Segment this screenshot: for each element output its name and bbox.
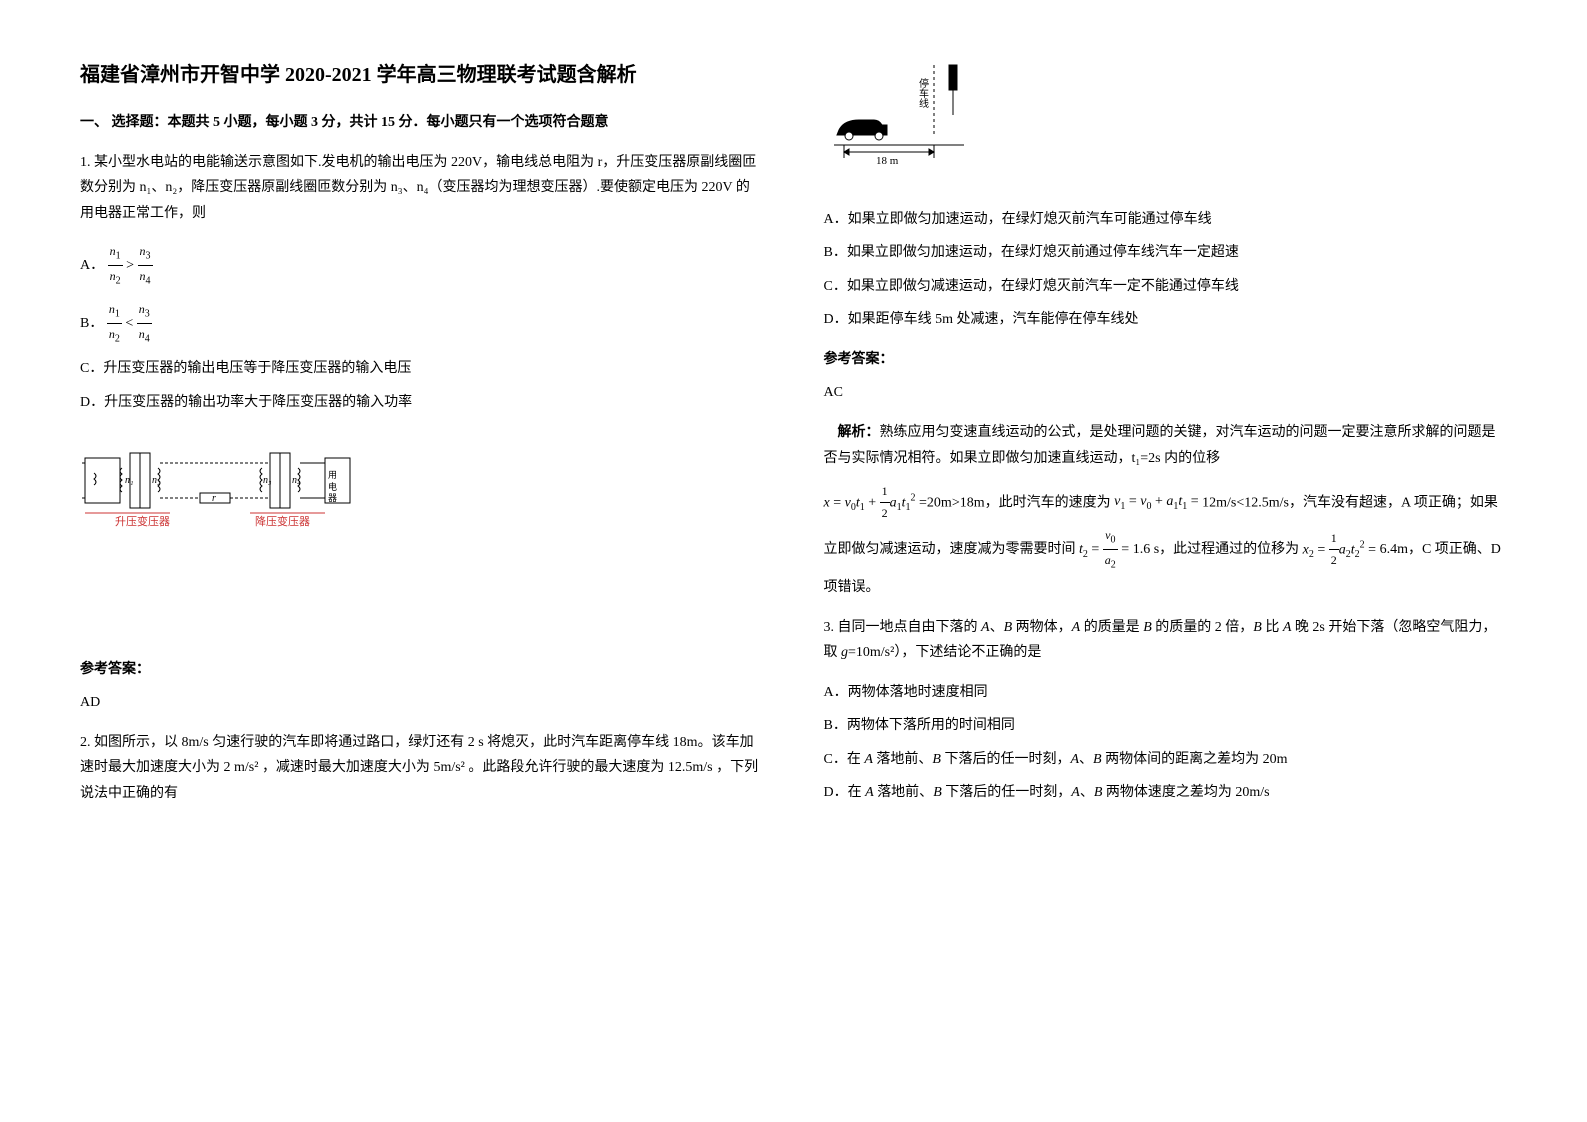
q2-stem-1: 2. 如图所示，以 xyxy=(80,735,178,750)
q1-answer: AD xyxy=(80,690,764,715)
exam-title: 福建省漳州市开智中学 2020-2021 学年高三物理联考试题含解析 xyxy=(80,60,764,90)
svg-text:n₃: n₃ xyxy=(263,475,272,486)
q2-option-c: C．如果立即做匀减速运动，在绿灯熄灭前汽车一定不能通过停车线 xyxy=(824,274,1508,299)
q3d-3: 下落后的任一时刻， xyxy=(942,785,1072,800)
q3c-1: C．在 xyxy=(824,752,865,767)
analysis-formula-block: x = v0t1 + 12a1t12 =20m>18m，此时汽车的速度为 v1 … xyxy=(824,481,1508,600)
svg-text:n₁: n₁ xyxy=(125,475,133,486)
fraction-n3-n4: n3n4 xyxy=(138,241,153,291)
q2-stem-4: 。此路段允许行驶的最大速度为 xyxy=(468,760,664,775)
q3-s8: =10m/s²），下述结论不正确的是 xyxy=(848,645,1041,660)
question-1: 1. 某小型水电站的电能输送示意图如下.发电机的输出电压为 220V，输电线总电… xyxy=(80,150,764,226)
q3-option-d: D．在 A 落地前、B 下落后的任一时刻，A、B 两物体速度之差均为 20m/s xyxy=(824,780,1508,805)
svg-text:n₂: n₂ xyxy=(152,475,161,486)
transformer-right-label: 降压变压器 xyxy=(255,514,310,528)
q2-answer: AC xyxy=(824,380,1508,405)
q1-option-b: B． n1n2 < n3n4 xyxy=(80,299,764,349)
q3-s1: 3. 自同一地点自由下落的 xyxy=(824,620,982,635)
q2-stem-vmax: 12.5m/s xyxy=(668,760,713,775)
q3d-5: 两物体速度之差均为 20m/s xyxy=(1102,785,1269,800)
q2-option-d: D．如果距停车线 5m 处减速，汽车能停在停车线处 xyxy=(824,307,1508,332)
formula-t2: t2 = v0a2 = 1.6 xyxy=(1079,525,1150,575)
q3c-3: 下落后的任一时刻， xyxy=(941,752,1071,767)
fraction-n1-n2: n1n2 xyxy=(108,241,123,291)
q2-stem-3: ，减速时最大加速度大小为 xyxy=(262,760,430,775)
q3-option-a: A．两物体落地时速度相同 xyxy=(824,680,1508,705)
q2-option-b: B．如果立即做匀加速运动，在绿灯熄灭前通过停车线汽车一定超速 xyxy=(824,240,1508,265)
q3d-4: 、 xyxy=(1080,785,1094,800)
q2-optd-2: 处减速，汽车能停在停车线处 xyxy=(957,312,1139,327)
formula-x1: x = v0t1 + 12a1t12 xyxy=(824,481,916,525)
q1-option-d: D．升压变压器的输出功率大于降压变压器的输入功率 xyxy=(80,390,764,415)
q3d-A: A xyxy=(865,785,874,800)
q3-A1: A xyxy=(981,620,990,635)
analysis-label: 解析： xyxy=(838,425,880,440)
q1-optA-prefix: A． xyxy=(80,258,104,273)
q3c-5: 两物体间的距离之差均为 20m xyxy=(1102,752,1288,767)
section-header: 一、 选择题：本题共 5 小题，每小题 3 分，共计 15 分．每小题只有一个选… xyxy=(80,110,764,135)
q3-s5: 的质量的 2 倍， xyxy=(1152,620,1254,635)
q3c-A: A xyxy=(864,752,873,767)
svg-text:器: 器 xyxy=(328,493,337,503)
analysis-p2c: s，此过程通过的位移为 xyxy=(1154,542,1299,557)
left-column: 福建省漳州市开智中学 2020-2021 学年高三物理联考试题含解析 一、 选择… xyxy=(50,60,794,1062)
q3-option-c: C．在 A 落地前、B 下落后的任一时刻，A、B 两物体间的距离之差均为 20m xyxy=(824,747,1508,772)
q3d-2: 落地前、 xyxy=(874,785,934,800)
q3-B2: B xyxy=(1143,620,1152,635)
q3-s6: 比 xyxy=(1262,620,1283,635)
svg-text:n₄: n₄ xyxy=(292,475,301,486)
q2-option-a: A．如果立即做匀加速运动，在绿灯熄灭前汽车可能通过停车线 xyxy=(824,207,1508,232)
transformer-diagram: n₁ n₂ r n₃ n₄ 用 电 器 升压变压器 降压变压器 xyxy=(80,443,380,533)
svg-text:停车线: 停车线 xyxy=(916,77,928,108)
q3c-A2: A xyxy=(1070,752,1079,767)
q2-stem-a2: 5m/s² xyxy=(433,760,464,775)
question-2: 2. 如图所示，以 8m/s 匀速行驶的汽车即将通过路口，绿灯还有 2 s 将熄… xyxy=(80,730,764,806)
q1-optB-prefix: B． xyxy=(80,316,103,331)
q3-g: g xyxy=(841,645,848,660)
q2-optd-1: D．如果距停车线 xyxy=(824,312,932,327)
q2-stem-a1: 2 m/s² xyxy=(224,760,259,775)
q3-s2: 、 xyxy=(990,620,1004,635)
fraction-n3-n4-b: n3n4 xyxy=(137,299,152,349)
q1-answer-label: 参考答案： xyxy=(80,657,764,682)
svg-text:18 m: 18 m xyxy=(876,155,899,167)
svg-text:电: 电 xyxy=(328,481,337,492)
right-column: 停车线 18 m A．如果立即做匀加速运动，在绿灯熄灭前汽车可能通过停车线 B．… xyxy=(794,60,1538,1062)
formula-v1: v1 = v0 + a1t1 = xyxy=(1114,489,1199,516)
q1-stem: 1. 某小型水电站的电能输送示意图如下.发电机的输出电压为 220V，输电线总电… xyxy=(80,150,764,226)
q3d-B: B xyxy=(933,785,942,800)
q3-B1: B xyxy=(1004,620,1013,635)
q3-B3: B xyxy=(1253,620,1262,635)
q3-s3: 两物体， xyxy=(1012,620,1072,635)
svg-text:用: 用 xyxy=(328,470,337,480)
car-diagram: 停车线 18 m xyxy=(824,60,1004,170)
q3-s4: 的质量是 xyxy=(1080,620,1143,635)
q3c-2: 落地前、 xyxy=(873,752,933,767)
q1-option-a: A． n1n2 > n3n4 xyxy=(80,241,764,291)
q3c-B: B xyxy=(932,752,941,767)
q2-stem-v: 8m/s xyxy=(182,735,209,750)
q2-analysis: 解析：熟练应用匀变速直线运动的公式，是处理问题的关键，对汽车运动的问题一定要注意… xyxy=(824,420,1508,600)
fraction-n1-n2-b: n1n2 xyxy=(107,299,122,349)
question-3: 3. 自同一地点自由下落的 A、B 两物体，A 的质量是 B 的质量的 2 倍，… xyxy=(824,615,1508,665)
q3-A2: A xyxy=(1072,620,1081,635)
formula-x2: x2 = 12a2t22 = xyxy=(1303,528,1376,572)
analysis-p2a: =20m>18m，此时汽车的速度为 xyxy=(919,495,1111,510)
q3c-4: 、 xyxy=(1079,752,1093,767)
q3d-1: D．在 xyxy=(824,785,866,800)
analysis-p1: 熟练应用匀变速直线运动的公式，是处理问题的关键，对汽车运动的问题一定要注意所求解… xyxy=(824,425,1496,465)
q3d-A2: A xyxy=(1071,785,1080,800)
q3-option-b: B．两物体下落所用的时间相同 xyxy=(824,713,1508,738)
q2-answer-label: 参考答案： xyxy=(824,347,1508,372)
svg-text:r: r xyxy=(212,493,216,504)
q1-option-c: C．升压变压器的输出电压等于降压变压器的输入电压 xyxy=(80,356,764,381)
transformer-left-label: 升压变压器 xyxy=(115,514,170,528)
q2-optd-val: 5m xyxy=(935,312,953,327)
q3c-B2: B xyxy=(1093,752,1102,767)
